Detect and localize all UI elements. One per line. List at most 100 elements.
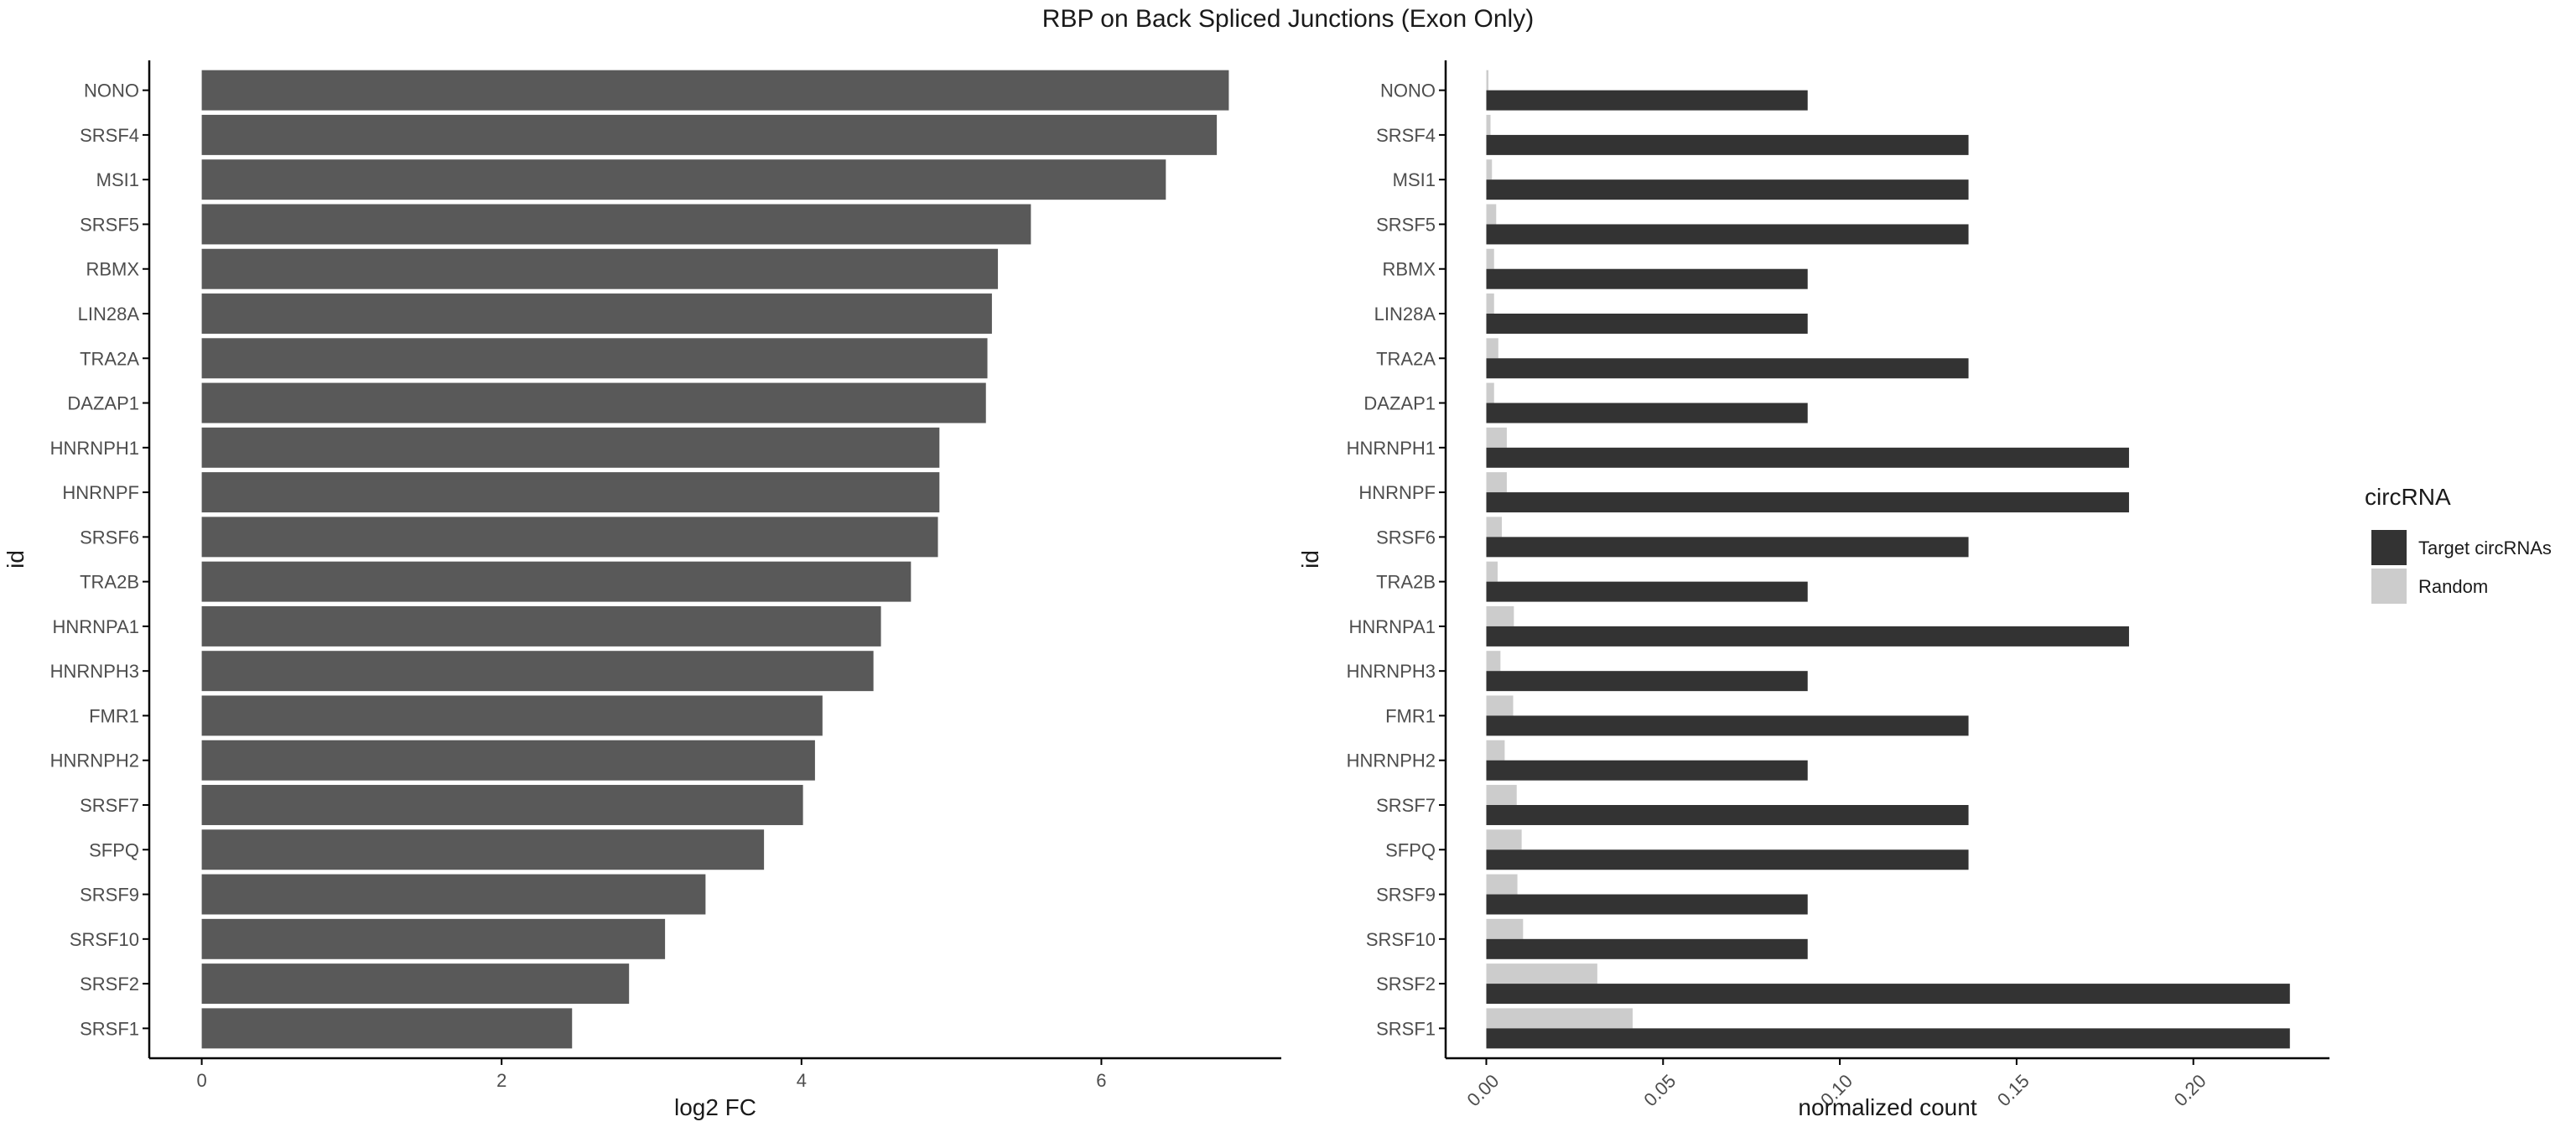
bar-target-RBMX [1486, 268, 1808, 289]
bar-target-LIN28A [1486, 314, 1808, 334]
bar-random-RBMX [1486, 248, 1494, 269]
bar-target-SRSF6 [1486, 537, 1969, 558]
y-tick-label-TRA2A: TRA2A [80, 348, 139, 369]
bar-target-DAZAP1 [1486, 402, 1808, 423]
y-tick-label-HNRNPF: HNRNPF [62, 482, 139, 503]
bar-target-TRA2A [1486, 358, 1969, 379]
bar-HNRNPH1 [201, 427, 940, 468]
y-tick-label-SRSF6: SRSF6 [80, 527, 139, 548]
bar-SRSF1 [201, 1008, 573, 1049]
bar-random-TRA2B [1486, 561, 1498, 582]
figure-title: RBP on Back Spliced Junctions (Exon Only… [1041, 5, 1535, 33]
y-tick-label-SRSF2: SRSF2 [80, 974, 139, 995]
bar-target-FMR1 [1486, 715, 1969, 736]
bar-random-LIN28A [1486, 293, 1494, 314]
y-tick-label-FMR1: FMR1 [89, 705, 139, 726]
bar-SRSF4 [201, 114, 1218, 155]
y-tick-label-SRSF7: SRSF7 [1376, 795, 1436, 816]
y-tick-label-SRSF10: SRSF10 [70, 929, 139, 950]
y-axis-title-0: id [3, 550, 29, 569]
y-tick-label-SRSF5: SRSF5 [80, 214, 139, 235]
y-tick-label-SRSF1: SRSF1 [1376, 1018, 1436, 1039]
bar-HNRNPF [201, 472, 940, 513]
legend-label-0: Target circRNAs [2418, 538, 2552, 558]
bar-target-SRSF4 [1486, 134, 1969, 155]
bar-target-SFPQ [1486, 849, 1969, 870]
x-tick-label-0-3: 6 [1096, 1070, 1106, 1091]
bar-target-SRSF1 [1486, 1028, 2290, 1049]
bar-random-DAZAP1 [1486, 382, 1494, 403]
bar-random-TRA2A [1486, 338, 1498, 359]
bar-SFPQ [201, 829, 765, 870]
y-tick-label-HNRNPA1: HNRNPA1 [52, 616, 139, 637]
x-tick-label-1-0: 0.00 [1463, 1070, 1504, 1110]
y-tick-label-SRSF10: SRSF10 [1366, 929, 1436, 950]
bar-SRSF6 [201, 517, 938, 558]
bar-target-HNRNPA1 [1486, 626, 2129, 647]
y-tick-label-RBMX: RBMX [1382, 259, 1436, 280]
bar-random-SRSF6 [1486, 517, 1503, 538]
bar-random-SRSF9 [1486, 874, 1518, 895]
bar-random-HNRNPH2 [1486, 740, 1505, 761]
y-tick-label-TRA2A: TRA2A [1376, 348, 1436, 369]
bar-random-SRSF10 [1486, 918, 1524, 939]
x-tick-label-1-4: 0.20 [2170, 1070, 2210, 1110]
bar-random-SRSF1 [1486, 1008, 1633, 1029]
bar-TRA2A [201, 338, 988, 379]
y-tick-label-HNRNPH3: HNRNPH3 [1347, 661, 1436, 682]
x-tick-label-1-3: 0.15 [1993, 1070, 2033, 1110]
bar-random-HNRNPF [1486, 472, 1507, 493]
y-tick-label-HNRNPA1: HNRNPA1 [1348, 616, 1436, 637]
bar-TRA2B [201, 561, 911, 602]
bar-HNRNPH2 [201, 740, 815, 781]
bar-target-SRSF5 [1486, 224, 1969, 245]
bar-random-HNRNPA1 [1486, 605, 1514, 626]
bar-SRSF5 [201, 204, 1031, 245]
bar-SRSF7 [201, 785, 803, 825]
bar-LIN28A [201, 293, 992, 334]
x-axis-title-0: log2 FC [674, 1094, 756, 1120]
bar-target-MSI1 [1486, 179, 1969, 200]
legend-key-1 [2371, 569, 2407, 604]
x-tick-label-0-1: 2 [496, 1070, 506, 1091]
legend-key-0 [2371, 530, 2407, 565]
legend-title: circRNA [2365, 484, 2451, 510]
bar-random-HNRNPH1 [1486, 427, 1507, 448]
bar-target-SRSF2 [1486, 984, 2290, 1005]
y-tick-label-DAZAP1: DAZAP1 [1363, 393, 1436, 414]
y-tick-label-DAZAP1: DAZAP1 [67, 393, 139, 414]
bar-target-HNRNPH2 [1486, 760, 1808, 781]
y-tick-label-HNRNPH3: HNRNPH3 [50, 661, 139, 682]
y-tick-label-TRA2B: TRA2B [80, 572, 139, 593]
bar-target-HNRNPH1 [1486, 447, 2129, 468]
y-tick-label-LIN28A: LIN28A [78, 304, 140, 325]
y-tick-label-SRSF5: SRSF5 [1376, 214, 1436, 235]
y-tick-label-HNRNPH2: HNRNPH2 [1347, 750, 1436, 771]
y-tick-label-SFPQ: SFPQ [1385, 839, 1436, 860]
y-tick-label-MSI1: MSI1 [96, 169, 139, 190]
bar-random-SRSF2 [1486, 963, 1597, 984]
bar-RBMX [201, 248, 999, 289]
bar-random-MSI1 [1486, 159, 1493, 180]
bar-random-FMR1 [1486, 695, 1514, 716]
bar-random-SRSF5 [1486, 204, 1497, 225]
bar-target-SRSF9 [1486, 894, 1808, 915]
y-tick-label-SRSF7: SRSF7 [80, 795, 139, 816]
y-tick-label-SFPQ: SFPQ [89, 839, 139, 860]
legend-label-1: Random [2418, 576, 2488, 597]
bar-SRSF9 [201, 874, 706, 915]
y-tick-label-HNRNPH1: HNRNPH1 [50, 438, 139, 459]
y-tick-label-SRSF1: SRSF1 [80, 1018, 139, 1039]
x-tick-label-0-0: 0 [196, 1070, 206, 1091]
bar-random-NONO [1486, 70, 1489, 91]
bar-FMR1 [201, 695, 823, 736]
bar-target-HNRNPH3 [1486, 671, 1808, 692]
y-tick-label-TRA2B: TRA2B [1376, 572, 1436, 593]
bar-target-TRA2B [1486, 581, 1808, 602]
y-tick-label-HNRNPF: HNRNPF [1358, 482, 1436, 503]
y-tick-label-NONO: NONO [84, 80, 139, 101]
x-tick-label-0-2: 4 [797, 1070, 807, 1091]
y-tick-label-LIN28A: LIN28A [1374, 304, 1436, 325]
x-axis-title-1: normalized count [1798, 1094, 1976, 1120]
